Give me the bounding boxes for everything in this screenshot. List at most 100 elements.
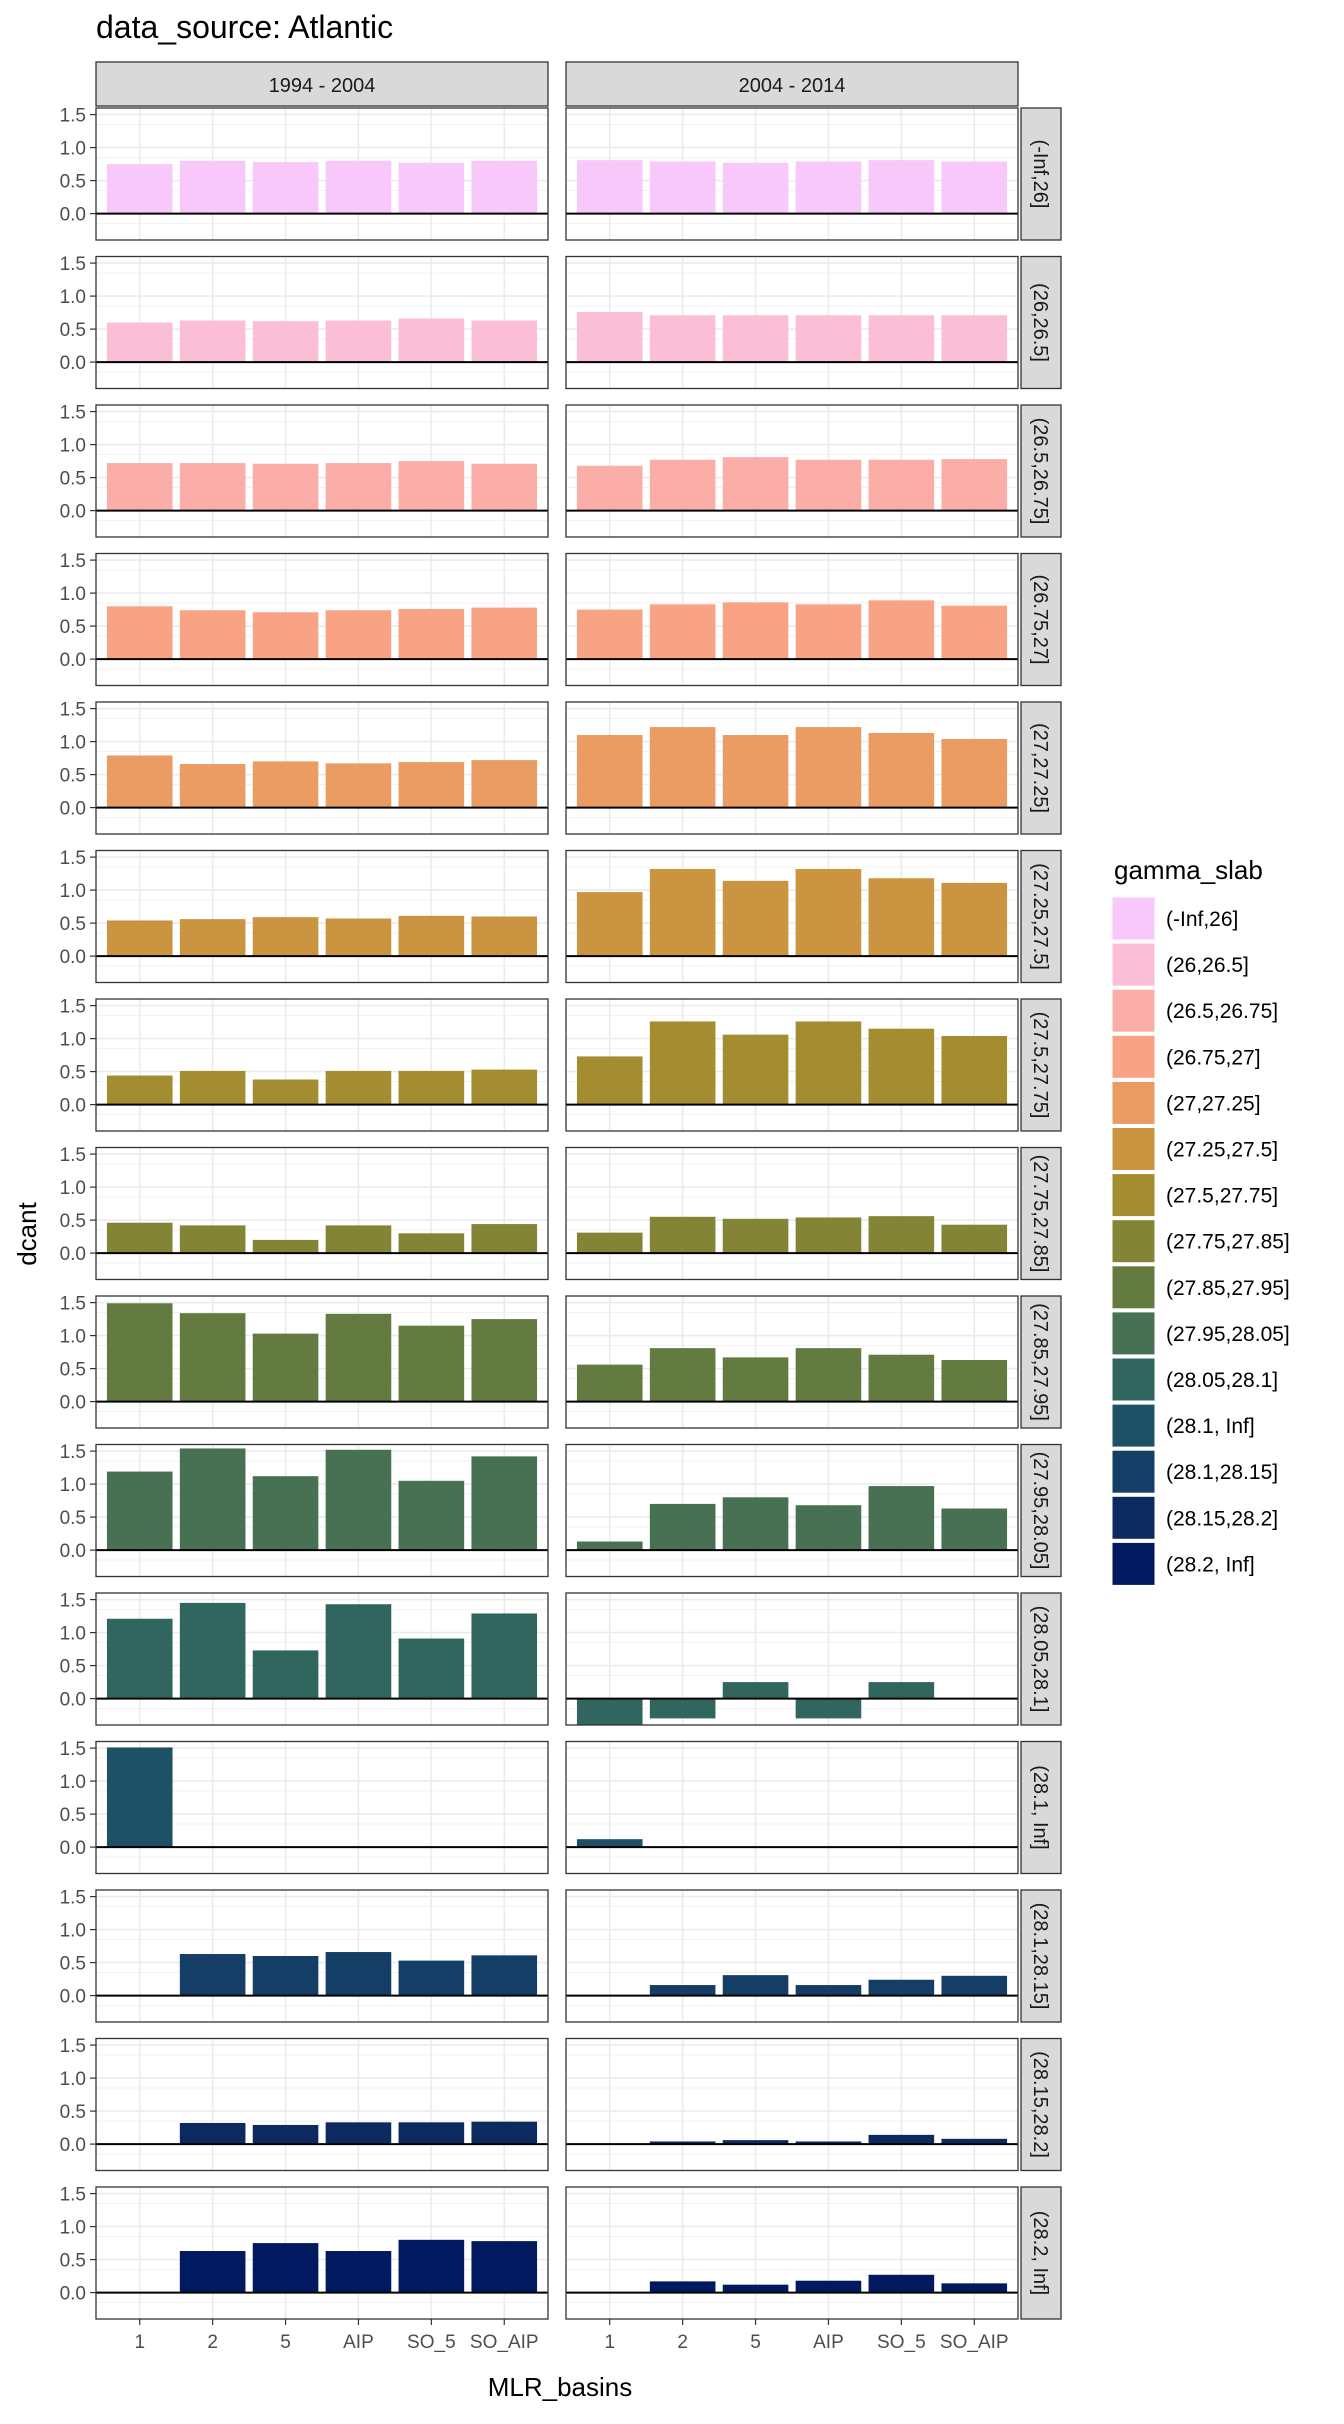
facet-panel <box>565 2186 1019 2320</box>
bar <box>941 882 1008 957</box>
panel-border <box>95 1592 549 1726</box>
y-tick-label: 1.5 <box>60 997 86 1018</box>
bar <box>722 1357 789 1402</box>
facet-panel <box>95 1889 549 2023</box>
facet-panel <box>95 2186 549 2320</box>
bar <box>325 918 392 957</box>
facet-panel <box>95 1295 549 1429</box>
row-strip <box>1020 998 1062 1132</box>
bar <box>179 1448 246 1551</box>
bar <box>649 1348 716 1402</box>
y-tick-label: 1.5 <box>60 2185 86 2206</box>
panel-border <box>565 404 1019 538</box>
bar <box>325 1952 392 1996</box>
panel-border <box>565 255 1019 390</box>
bar <box>471 160 538 214</box>
bar <box>868 733 935 808</box>
bar <box>868 1979 935 1996</box>
facet-panel <box>95 1592 549 1726</box>
row-strip <box>1020 404 1062 538</box>
bar <box>471 1955 538 1996</box>
y-tick-label: 0.0 <box>60 1838 86 1859</box>
bar <box>252 1239 319 1254</box>
bar <box>252 1956 319 1996</box>
y-tick-label: 0.0 <box>60 650 86 671</box>
y-tick-label: 0.0 <box>60 799 86 820</box>
bar <box>722 880 789 957</box>
facet-panel <box>95 552 549 687</box>
y-tick-label: 1.0 <box>60 584 86 605</box>
row-strip-label: (28.05,28.1] <box>1029 1606 1051 1713</box>
facet-panel <box>565 998 1019 1132</box>
bar <box>252 1476 319 1551</box>
bar <box>179 764 246 808</box>
y-tick-label: 0.0 <box>60 947 86 968</box>
row-strip-label: (26.75,27] <box>1029 574 1051 664</box>
panel-border <box>95 1889 549 2023</box>
bar <box>398 162 465 214</box>
bar <box>868 1682 935 1699</box>
bar <box>471 2121 538 2145</box>
y-tick-label: 0.0 <box>60 502 86 523</box>
bar <box>252 463 319 511</box>
bar <box>471 1319 538 1402</box>
facet-panel <box>565 701 1019 835</box>
bar <box>649 1216 716 1254</box>
facet-panel <box>95 255 549 390</box>
bar <box>649 2141 716 2145</box>
bar <box>179 2122 246 2145</box>
facet-panel <box>95 701 549 835</box>
legend-key <box>1111 1495 1156 1540</box>
panel-border <box>565 1592 1019 1726</box>
bar <box>941 738 1008 808</box>
x-tick-label: AIP <box>343 2332 374 2353</box>
bar <box>941 1035 1008 1105</box>
bar <box>868 1354 935 1402</box>
bar <box>649 2281 716 2293</box>
bar <box>868 1216 935 1254</box>
facet-panel <box>95 1740 549 1875</box>
legend-label: (28.1,28.15] <box>1166 1461 1278 1484</box>
bar <box>576 735 643 808</box>
panel-border <box>565 849 1019 984</box>
bar <box>325 1225 392 1254</box>
bar <box>325 1070 392 1105</box>
x-axis-label: MLR_basins <box>488 2372 633 2402</box>
x-tick-label: 1 <box>134 2332 145 2353</box>
y-tick-label: 1.0 <box>60 2218 86 2239</box>
bar <box>941 605 1008 660</box>
panel-background <box>96 2038 548 2171</box>
panel-border <box>95 1146 549 1281</box>
bar <box>325 763 392 808</box>
y-tick-label: 1.5 <box>60 551 86 572</box>
row-strip <box>1020 849 1062 984</box>
facet-panel <box>565 1295 1019 1429</box>
x-tick-label: SO_5 <box>407 2332 456 2353</box>
bar <box>252 2243 319 2293</box>
y-tick-label: 1.5 <box>60 1591 86 1612</box>
bar <box>649 1985 716 1996</box>
bar <box>252 162 319 214</box>
facet-panel <box>565 107 1019 241</box>
bar <box>576 1541 643 1551</box>
x-tick-label: SO_5 <box>877 2332 926 2353</box>
y-tick-label: 0.0 <box>60 1690 86 1711</box>
bar <box>398 915 465 957</box>
bar <box>252 1079 319 1105</box>
facet-panel <box>565 1889 1019 2023</box>
panel-background <box>96 999 548 1131</box>
row-strip <box>1020 1443 1062 1578</box>
bar <box>576 892 643 957</box>
bar <box>398 1070 465 1105</box>
y-tick-label: 1.0 <box>60 1475 86 1496</box>
y-tick-label: 0.0 <box>60 205 86 226</box>
y-tick-label: 1.0 <box>60 287 86 308</box>
legend-label: (27.95,28.05] <box>1166 1323 1290 1346</box>
panel-border <box>565 1889 1019 2023</box>
y-tick-label: 1.0 <box>60 1178 86 1199</box>
row-strip-label: (28.15,28.2] <box>1029 2051 1051 2158</box>
bar <box>941 459 1008 511</box>
legend-key <box>1111 1357 1156 1402</box>
